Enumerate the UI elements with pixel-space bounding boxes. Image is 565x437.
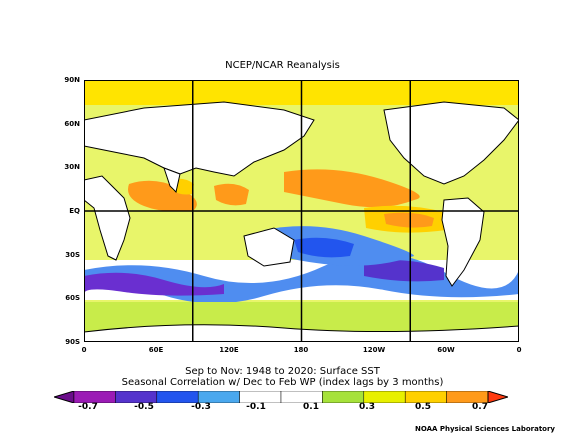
colorbar-label-p05: 0.5 xyxy=(415,402,431,412)
subtitle-line-2: Seasonal Correlation w/ Dec to Feb WP (i… xyxy=(121,377,444,388)
lon-label-180: 180 xyxy=(293,346,309,354)
lon-label-60w: 60W xyxy=(437,346,455,354)
colorbar-label-m07: -0.7 xyxy=(78,402,98,412)
north-america xyxy=(383,101,519,185)
colorbar xyxy=(54,391,508,403)
lon-label-0-end: 0 xyxy=(516,346,522,354)
colorbar-label-p01: 0.1 xyxy=(303,402,319,412)
eurasia xyxy=(84,101,315,177)
correlation-map xyxy=(84,80,519,342)
lat-label-90n: 90N xyxy=(64,76,80,84)
credit: NOAA Physical Sciences Laboratory xyxy=(414,425,555,433)
pacific-north-warm xyxy=(284,169,420,208)
south-america xyxy=(441,197,485,287)
lon-label-60e: 60E xyxy=(148,346,164,354)
africa xyxy=(84,175,131,261)
maritime-warm xyxy=(214,183,249,206)
india xyxy=(163,167,181,193)
southern-purple-patch-east xyxy=(364,260,444,282)
lat-label-30n: 30N xyxy=(64,163,80,171)
lon-label-120w: 120W xyxy=(362,346,386,354)
colorbar-label-p03: 0.3 xyxy=(359,402,375,412)
colorbar-label-m03: -0.3 xyxy=(191,402,211,412)
lon-label-0: 0 xyxy=(81,346,87,354)
lat-label-60n: 60N xyxy=(64,120,80,128)
lat-label-30s: 30S xyxy=(65,251,80,259)
australia xyxy=(243,227,295,267)
map-frame xyxy=(84,80,519,342)
colorbar-label-p07: 0.7 xyxy=(472,402,488,412)
south-pacific-deep-cold xyxy=(294,237,354,258)
colorbar-right-arrow xyxy=(487,391,508,403)
subtitle-line-1: Sep to Nov: 1948 to 2020: Surface SST xyxy=(185,366,380,377)
lat-label-eq: EQ xyxy=(69,207,80,215)
chart-title: NCEP/NCAR Reanalysis xyxy=(225,60,340,71)
lon-label-120e: 120E xyxy=(219,346,239,354)
grid-lines xyxy=(84,80,519,342)
pacific-core-warm xyxy=(384,212,434,228)
southern-purple-patch xyxy=(84,272,224,296)
colorbar-label-m01: -0.1 xyxy=(246,402,266,412)
colorbar-label-m05: -0.5 xyxy=(134,402,154,412)
colorbar-left-arrow xyxy=(54,391,75,403)
lat-label-60s: 60S xyxy=(65,294,80,302)
lat-label-90s: 90S xyxy=(65,338,80,346)
